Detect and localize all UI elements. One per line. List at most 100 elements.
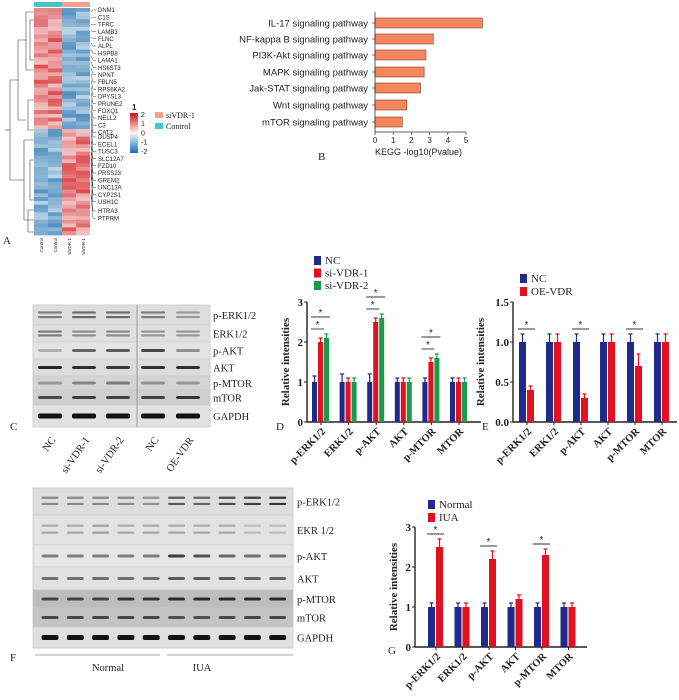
gene-label: HSPB8 xyxy=(98,51,118,57)
error-bar xyxy=(324,333,329,338)
blot-row-label: GAPDH xyxy=(297,634,334,645)
blot-band xyxy=(106,366,130,369)
bar-si-vdr-1 xyxy=(400,382,406,422)
heatmap-cell xyxy=(76,170,90,175)
heatmap-cell xyxy=(62,178,76,183)
error-bar xyxy=(570,602,574,607)
x-tick-label: p-AKT xyxy=(353,426,383,456)
heatmap-cell xyxy=(62,23,76,28)
heatmap-cell xyxy=(48,57,62,62)
bar-oe-vdr xyxy=(662,342,669,422)
bar-nc xyxy=(367,382,373,422)
heatmap-cell xyxy=(62,189,76,194)
gene-connector xyxy=(90,168,96,195)
gene-connector xyxy=(90,104,96,119)
bar-oe-vdr xyxy=(635,366,642,422)
heatmap-cell xyxy=(76,219,90,225)
heatmap-cell xyxy=(76,151,90,156)
x-tick-label: AKT xyxy=(499,651,523,675)
bar-normal xyxy=(428,607,435,647)
blot-band xyxy=(141,381,165,385)
heatmap-cell xyxy=(62,79,76,85)
heatmap-cell xyxy=(76,8,90,13)
bar-nc xyxy=(339,382,345,422)
blot-band xyxy=(141,330,165,333)
blot-band xyxy=(41,554,59,558)
heatmap-cell xyxy=(34,26,48,32)
heatmap-cell xyxy=(62,212,76,217)
heatmap-cell xyxy=(76,147,90,153)
bar-si-vdr-1 xyxy=(373,322,379,422)
heatmap-cell xyxy=(48,189,62,194)
heatmap-cell xyxy=(34,129,48,134)
heatmap-cell xyxy=(62,60,76,66)
kegg-chart: IL-17 signaling pathway NF-kappa B signal… xyxy=(239,12,483,157)
bar-normal xyxy=(481,607,488,647)
heatmap-cell xyxy=(48,170,62,175)
blot-band xyxy=(269,531,287,534)
blot-band xyxy=(142,554,160,558)
error-bar xyxy=(517,594,521,599)
y-tick-label: 3 xyxy=(406,522,412,534)
heatmap-cell xyxy=(34,42,48,47)
blot-band xyxy=(218,554,236,558)
color-scale-bar xyxy=(130,113,138,153)
heatmap-cell xyxy=(48,129,62,134)
heatmap-cell xyxy=(62,140,76,145)
heatmap-cell xyxy=(48,64,62,69)
blot-band xyxy=(117,502,135,506)
heatmap-cell xyxy=(48,8,62,13)
blot-band xyxy=(141,334,165,337)
heatmap-cell xyxy=(62,113,76,119)
dendrogram-branch xyxy=(29,159,34,201)
legend-swatch xyxy=(314,268,321,278)
blot-lane-label: si-VDR-2 xyxy=(94,435,127,475)
gene-connector xyxy=(90,174,96,203)
blot-band xyxy=(269,502,287,506)
heatmap-cell xyxy=(62,197,76,202)
heatmap-cell xyxy=(62,53,76,58)
dendrogram xyxy=(5,11,34,233)
heatmap-cell xyxy=(34,79,48,85)
error-bar xyxy=(407,377,412,382)
blot-band xyxy=(176,413,200,419)
heatmap-cell xyxy=(76,144,90,149)
gene-connector xyxy=(90,55,96,61)
gene-label: LAMA1 xyxy=(98,59,118,65)
error-bar xyxy=(456,602,460,607)
legend-swatch xyxy=(520,274,527,283)
blot-row-label: ERK1/2 xyxy=(213,330,247,341)
heatmap-cell xyxy=(34,189,48,194)
heatmap-cell xyxy=(48,151,62,156)
bar-oe-vdr xyxy=(527,390,534,422)
heatmap-cell xyxy=(34,178,48,183)
heatmap-cell xyxy=(76,212,90,217)
heatmap-cell xyxy=(48,95,62,100)
heatmap-cell xyxy=(48,182,62,187)
gene-label: FLNC xyxy=(98,37,114,43)
heatmap-cell xyxy=(62,49,76,54)
blot-band xyxy=(243,502,261,506)
heatmap-column-label: Control xyxy=(53,238,58,253)
bar-normal xyxy=(454,607,462,647)
blot-band xyxy=(176,381,200,385)
gene-label: LAMB3 xyxy=(98,30,118,36)
legend-swatch xyxy=(428,513,435,522)
blot-band xyxy=(106,349,130,352)
gene-label: HTRA3 xyxy=(98,209,118,215)
bar-si-vdr-2 xyxy=(351,382,357,422)
blot-band xyxy=(218,616,236,619)
x-tick-label: ERK1/2 xyxy=(528,426,561,459)
blot-band xyxy=(141,396,165,399)
heatmap-cell xyxy=(76,125,90,130)
gene-label-connectors xyxy=(90,9,96,219)
heatmap-cell xyxy=(62,231,76,236)
error-bar xyxy=(352,377,357,382)
heatmap-cell xyxy=(48,11,62,16)
blot-band xyxy=(106,330,130,333)
heatmap-cell xyxy=(34,106,48,111)
blot-band xyxy=(38,413,62,419)
blot-band xyxy=(269,635,287,640)
bar-iua xyxy=(489,559,496,647)
legend-label: Normal xyxy=(439,499,473,511)
